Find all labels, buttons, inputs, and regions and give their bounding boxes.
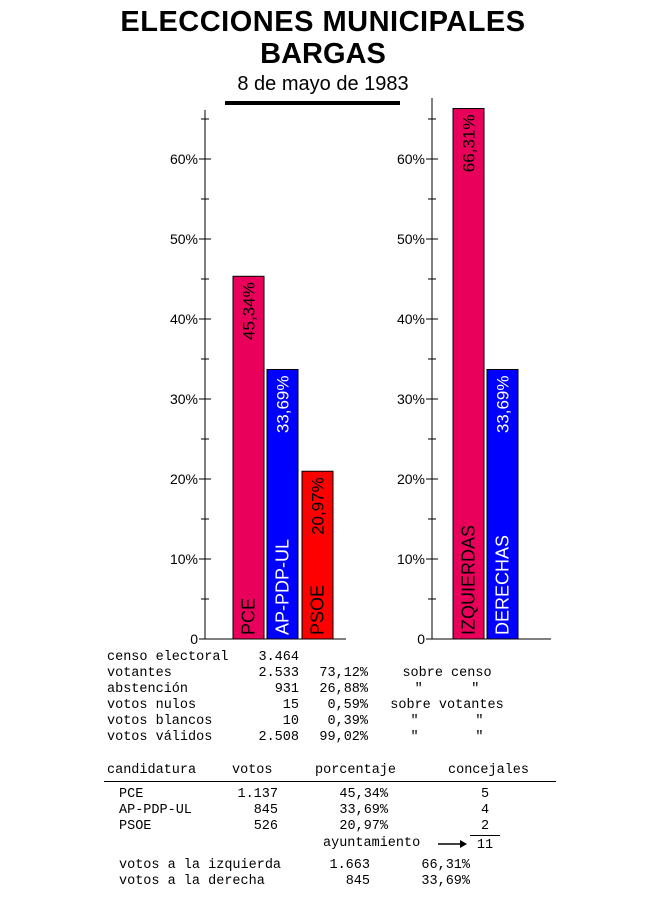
block-label: votos a la derecha xyxy=(119,874,265,889)
table-cell-percent: 33,69% xyxy=(339,803,388,818)
block-votes: 1.663 xyxy=(329,858,370,873)
table-cell-seats: 5 xyxy=(480,787,490,802)
y-tick-label: 60% xyxy=(397,151,425,167)
stat-percent: 73,12% xyxy=(319,666,368,681)
y-tick-label: 20% xyxy=(170,471,198,487)
table-cell-percent: 45,34% xyxy=(339,787,388,802)
stat-note: " " xyxy=(414,682,480,697)
stat-percent: 0,39% xyxy=(327,714,368,729)
election-date: 8 de mayo de 1983 xyxy=(237,73,409,95)
table-cell-party: AP-PDP-UL xyxy=(119,803,192,818)
y-tick-label: 0 xyxy=(190,631,198,647)
stat-value: 931 xyxy=(274,682,299,697)
y-tick-label: 40% xyxy=(397,311,425,327)
bar-value-label: 45,34% xyxy=(240,282,259,340)
page-title: ELECCIONES MUNICIPALES xyxy=(120,6,526,38)
bar-category-label: PCE xyxy=(239,598,259,635)
stat-percent: 26,88% xyxy=(319,682,368,697)
block-percent: 33,69% xyxy=(421,874,470,889)
bar-category-label: AP-PDP-UL xyxy=(273,539,293,635)
col-header-porcentaje: porcentaje xyxy=(315,763,397,778)
total-label: ayuntamiento xyxy=(323,836,421,851)
stat-label: votos válidos xyxy=(107,730,213,745)
stat-value: 3.464 xyxy=(258,650,299,665)
table-cell-votes: 526 xyxy=(253,819,278,834)
stat-value: 10 xyxy=(282,714,299,729)
col-header-candidatura: candidatura xyxy=(107,763,197,778)
bar-izquierdas xyxy=(452,108,485,640)
date-underline xyxy=(225,101,400,105)
bar-category-label: PSOE xyxy=(308,585,328,635)
table-cell-party: PSOE xyxy=(119,819,152,834)
bar-psoe xyxy=(301,470,334,640)
bar-derechas xyxy=(486,368,519,640)
stat-note: " " xyxy=(410,730,484,745)
stat-percent: 99,02% xyxy=(319,730,368,745)
y-tick-label: 50% xyxy=(170,231,198,247)
block-percent: 66,31% xyxy=(421,858,470,873)
table-cell-seats: 4 xyxy=(480,803,490,818)
y-tick-label: 10% xyxy=(397,551,425,567)
stat-note: sobre votantes xyxy=(390,698,504,713)
stat-note: sobre censo xyxy=(402,666,492,681)
stat-label: votos blancos xyxy=(107,714,213,729)
bar-value-label: 20,97% xyxy=(309,477,328,535)
y-tick-label: 0 xyxy=(417,631,425,647)
stat-label: censo electoral xyxy=(107,650,229,665)
table-cell-party: PCE xyxy=(119,787,144,802)
stat-value: 2.533 xyxy=(258,666,299,681)
arrow-icon xyxy=(438,840,467,848)
col-header-votos: votos xyxy=(232,763,273,778)
bar-value-label: 33,69% xyxy=(494,375,513,433)
stat-label: votos nulos xyxy=(107,698,197,713)
stat-label: votantes xyxy=(107,666,172,681)
table-cell-seats: 2 xyxy=(480,819,490,834)
bar-value-label: 33,69% xyxy=(274,375,293,433)
y-tick-label: 30% xyxy=(397,391,425,407)
table-cell-votes: 1.137 xyxy=(237,787,278,802)
y-tick-label: 10% xyxy=(170,551,198,567)
block-label: votos a la izquierda xyxy=(119,858,282,873)
total-seats: 11 xyxy=(476,838,494,853)
bar-category-label: IZQUIERDAS xyxy=(459,525,479,635)
block-votes: 845 xyxy=(345,874,370,889)
col-header-concejales: concejales xyxy=(448,763,530,778)
table-header-rule xyxy=(104,781,556,782)
bar-value-label: 66,31% xyxy=(460,115,479,173)
stat-value: 2.508 xyxy=(258,730,299,745)
y-tick-label: 60% xyxy=(170,151,198,167)
stat-value: 15 xyxy=(282,698,299,713)
stat-percent: 0,59% xyxy=(327,698,368,713)
stat-label: abstención xyxy=(107,682,189,697)
municipality-title: BARGAS xyxy=(260,38,386,70)
y-tick-label: 40% xyxy=(170,311,198,327)
bar-charts: 0 10% 20% 30% 40% 50% 60% 45,34% PCE 33,69% AP-PDP… xyxy=(170,98,551,647)
y-tick-label: 30% xyxy=(170,391,198,407)
bar-ap-pdp-ul xyxy=(266,368,299,640)
stat-note: " " xyxy=(410,714,484,729)
bar-pce xyxy=(232,275,265,640)
table-cell-percent: 20,97% xyxy=(339,819,388,834)
y-tick-label: 20% xyxy=(397,471,425,487)
table-cell-votes: 845 xyxy=(253,803,278,818)
y-tick-label: 50% xyxy=(397,231,425,247)
seats-sum-rule xyxy=(470,835,500,836)
bar-category-label: DERECHAS xyxy=(493,535,513,635)
